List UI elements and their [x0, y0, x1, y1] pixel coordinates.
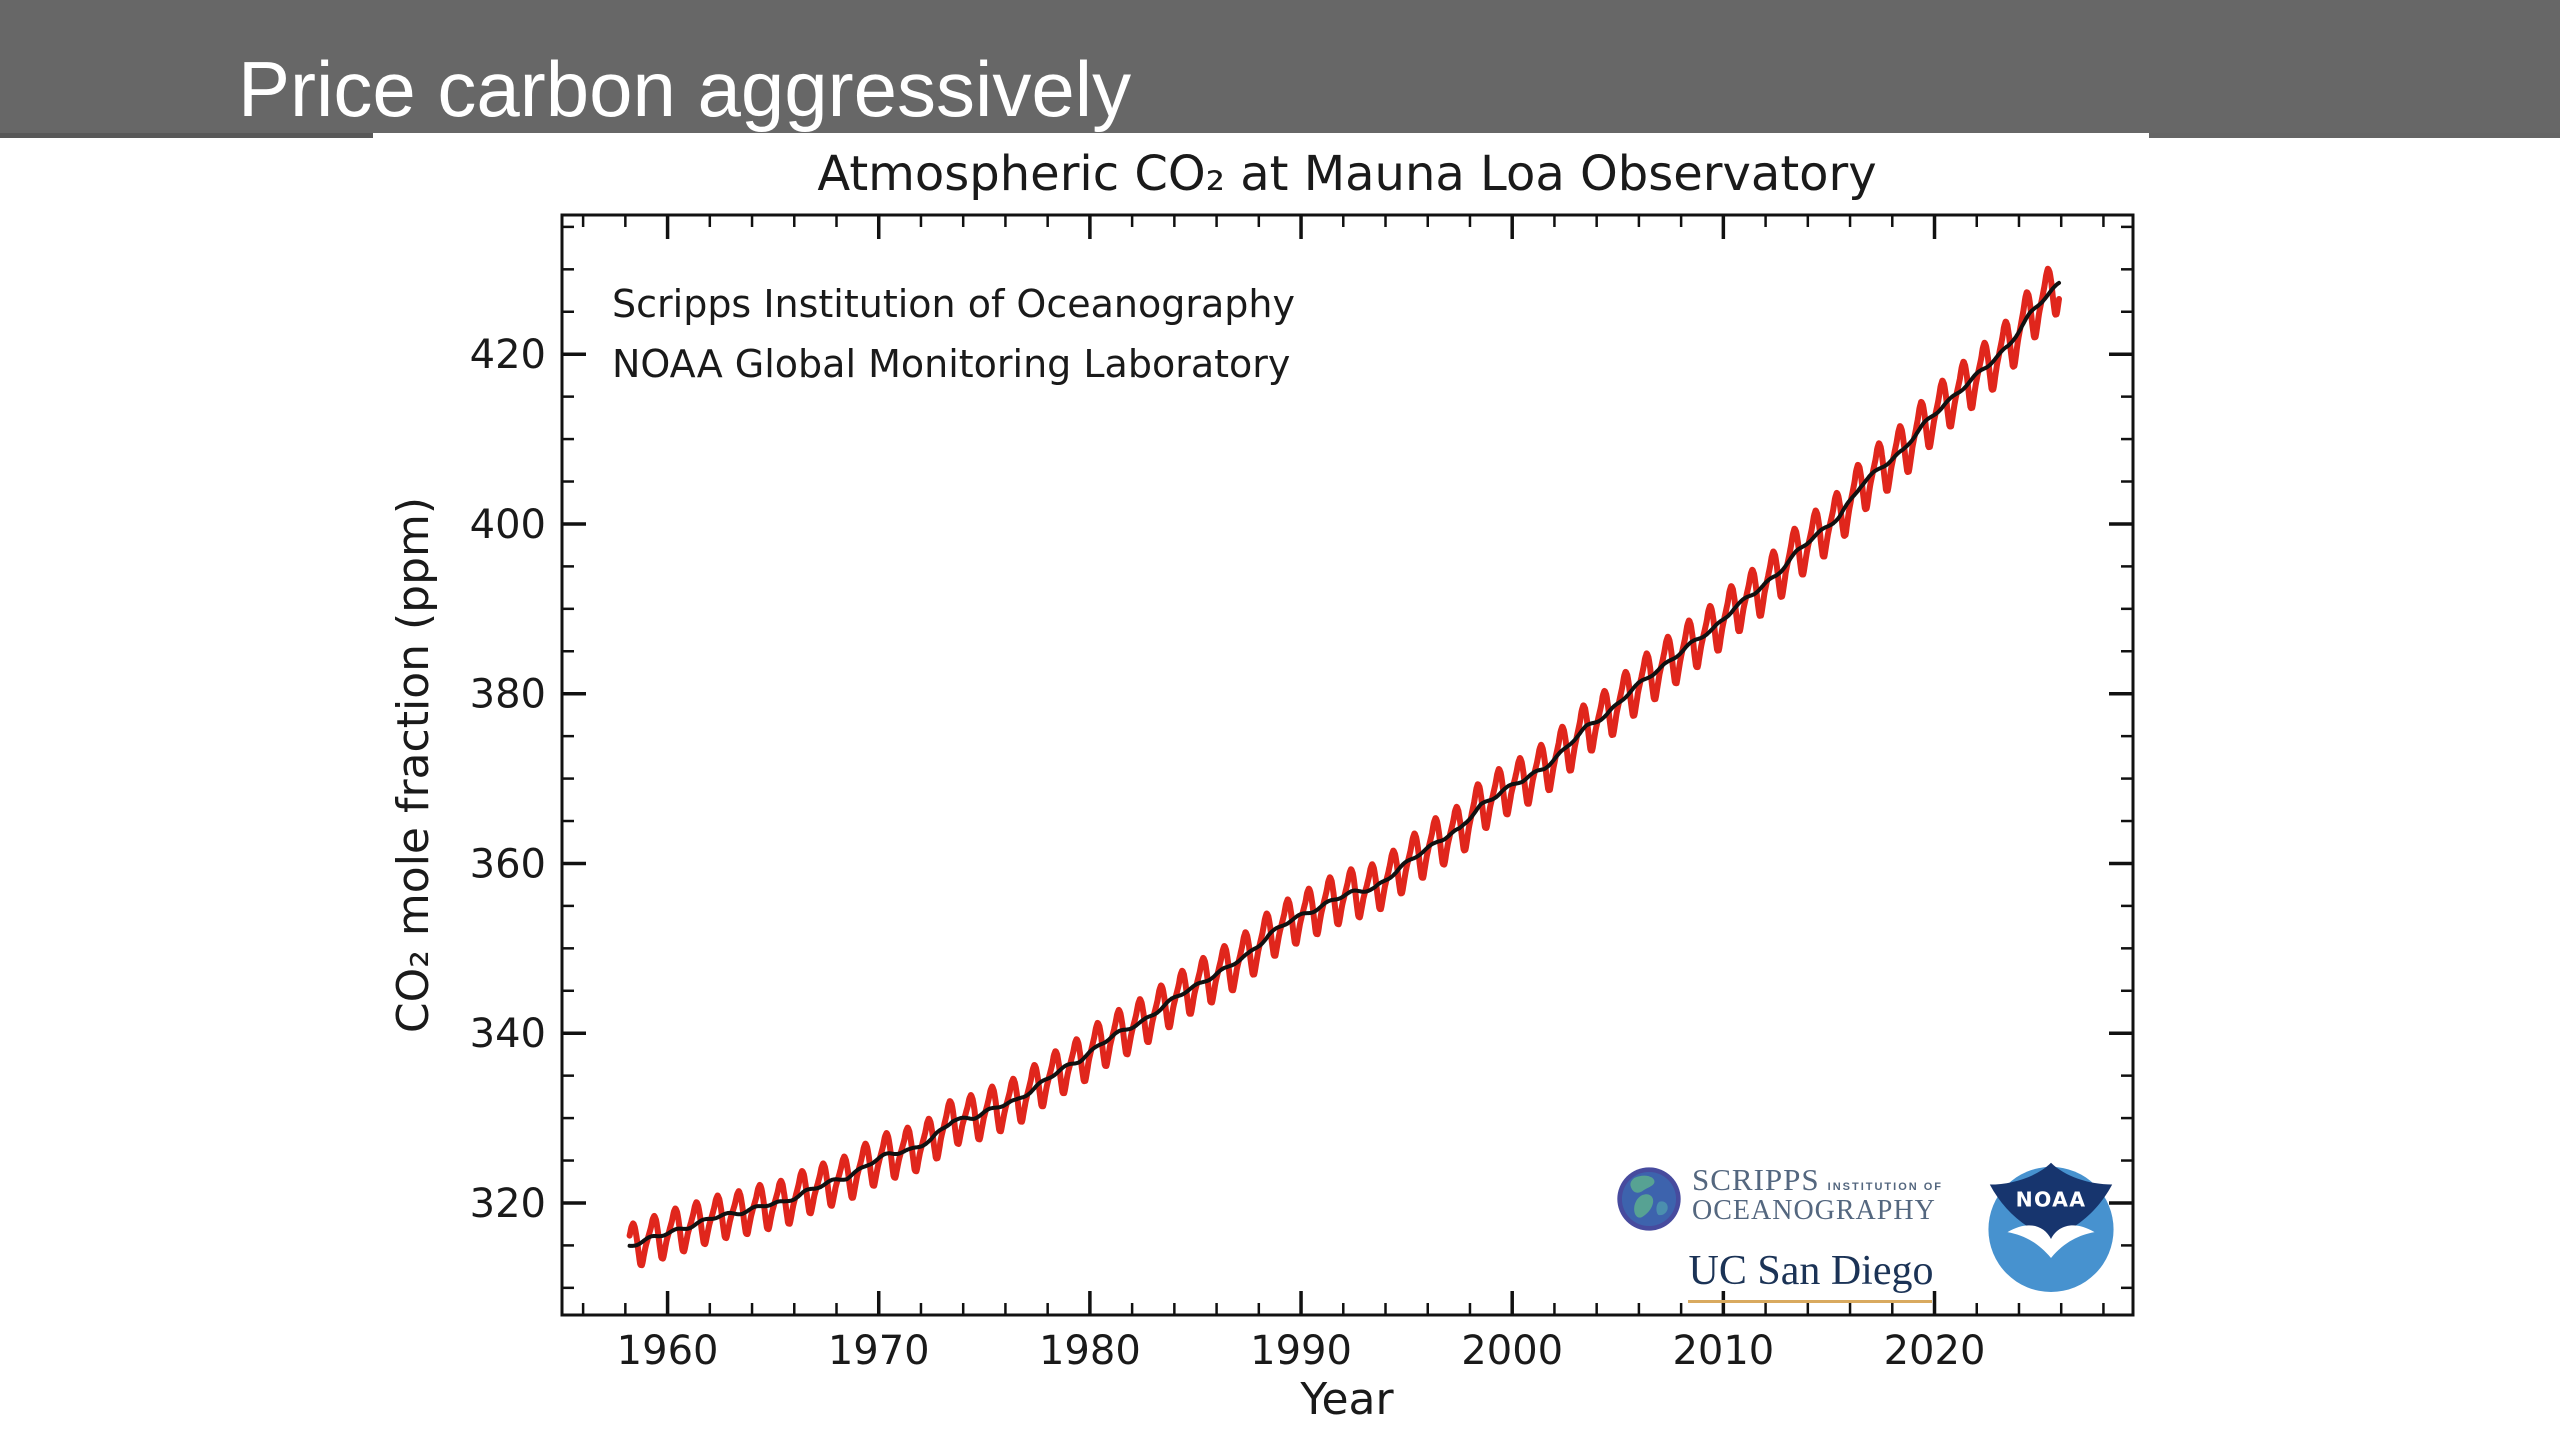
scripps-oceanography: OCEANOGRAPHY [1692, 1195, 1936, 1226]
noaa-logo: NOAA [1988, 1162, 2114, 1292]
title-bar-accent-strip-right [2149, 133, 2560, 138]
y-tick-label: 400 [470, 502, 546, 548]
scripps-logo: SCRIPPS INSTITUTION OF OCEANOGRAPHY UC S… [1616, 1164, 1946, 1314]
plot-area: 1960 1970 1980 1990 2000 2010 2020 320 340 360 380… [470, 213, 2135, 1374]
x-tick-label: 2020 [1884, 1328, 1986, 1374]
x-tick-label: 2010 [1672, 1328, 1774, 1374]
co2-trend-series [627, 280, 2061, 1248]
plot-frame [560, 213, 2135, 1317]
y-tick-label: 380 [470, 672, 546, 718]
y-tick-label: 420 [470, 332, 546, 378]
scripps-globe-icon [1617, 1167, 1681, 1231]
annotation-scripps: Scripps Institution of Oceanography [612, 282, 1295, 326]
annotation-noaa: NOAA Global Monitoring Laboratory [612, 342, 1290, 386]
ucsd-wordmark: UC San Diego [1688, 1248, 1934, 1294]
x-tick-label: 2000 [1461, 1328, 1563, 1374]
co2-monthly-series [626, 265, 2062, 1269]
scripps-institution-of: INSTITUTION OF [1827, 1181, 1944, 1193]
title-bar-accent-strip-left [0, 133, 373, 138]
chart-title: Atmospheric CO₂ at Mauna Loa Observatory [817, 146, 1876, 202]
slide-title: Price carbon aggressively [238, 45, 1132, 134]
scripps-wordmark: SCRIPPS [1692, 1162, 1820, 1197]
y-tick-label: 340 [470, 1011, 546, 1057]
y-axis-label: CO₂ mole fraction (ppm) [388, 497, 439, 1033]
x-tick-label: 1960 [617, 1328, 719, 1374]
ucsd-gold-underline [1688, 1300, 1932, 1303]
noaa-wordmark: NOAA [2016, 1187, 2087, 1211]
y-tick-label: 320 [470, 1181, 546, 1227]
x-tick-label: 1990 [1250, 1328, 1352, 1374]
x-axis-label: Year [1299, 1374, 1394, 1425]
x-tick-label: 1970 [828, 1328, 930, 1374]
x-tick-label: 1980 [1039, 1328, 1141, 1374]
y-tick-label: 360 [470, 841, 546, 887]
slide-title-bar: Price carbon aggressively [0, 0, 2560, 133]
